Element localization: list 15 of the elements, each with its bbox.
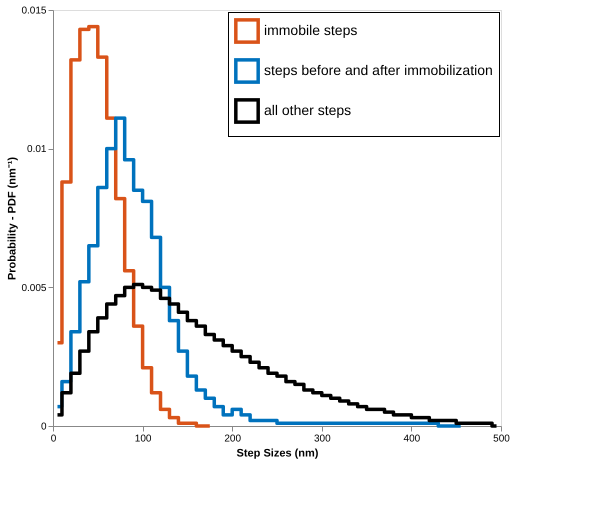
x-tick-label: 0 [50, 434, 57, 444]
legend-label: immobile steps [264, 22, 358, 38]
x-tick-label: 500 [493, 434, 510, 444]
y-tick-label: 0 [40, 422, 47, 432]
y-tick-label: 0.015 [21, 6, 47, 16]
y-tick-label: 0.01 [27, 144, 47, 156]
x-tick-label: 400 [404, 434, 421, 444]
x-axis-title: Step Sizes (nm) [236, 448, 319, 460]
legend-label: all other steps [264, 102, 352, 118]
y-tick-label: 0.005 [21, 282, 47, 294]
y-axis-title: Probability - PDF (nm⁻¹) [6, 156, 18, 280]
legend-label: steps before and after immobilization [264, 62, 493, 78]
x-tick-label: 200 [224, 434, 242, 444]
x-tick-label: 100 [134, 434, 152, 444]
x-tick-label: 300 [314, 434, 332, 444]
